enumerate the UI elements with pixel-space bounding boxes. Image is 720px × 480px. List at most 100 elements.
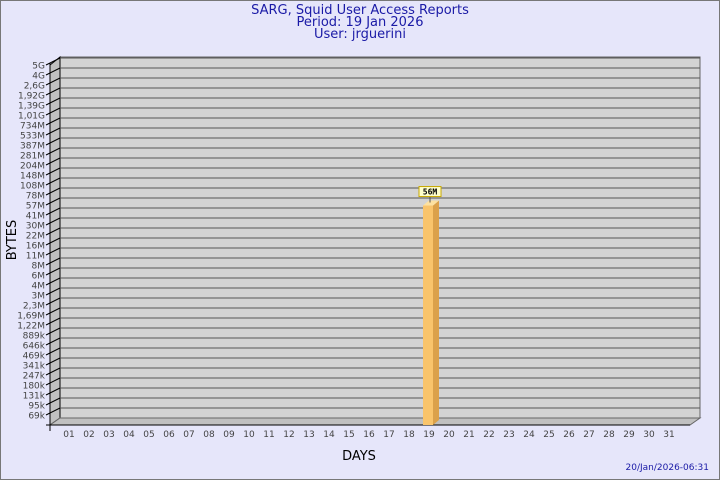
y-tick <box>45 107 61 116</box>
y-tick <box>45 67 61 76</box>
y-tick <box>45 177 61 186</box>
x-tick-label: 08 <box>203 430 215 440</box>
x-tick-label: 17 <box>383 430 394 440</box>
y-tick-label: 1,69M <box>17 312 45 322</box>
y-tick-label: 1,92G <box>18 92 45 102</box>
x-tick-label: 31 <box>663 430 674 440</box>
y-tick-label: 646k <box>23 342 46 352</box>
y-tick-label: 734M <box>20 122 45 132</box>
y-tick <box>45 307 61 316</box>
footer-timestamp: 20/Jan/2026-06:31 <box>626 463 709 473</box>
y-tick <box>45 327 61 336</box>
chart-user: User: jrguerini <box>314 27 406 42</box>
x-axis-label: DAYS <box>342 449 376 464</box>
chart-period: Period: 19 Jan 2026 <box>296 15 424 30</box>
y-tick <box>45 377 61 386</box>
y-tick-label: 387M <box>20 142 45 152</box>
y-tick <box>45 87 61 96</box>
y-tick <box>45 257 61 266</box>
x-tick-label: 09 <box>223 430 235 440</box>
y-tick-label: 95k <box>28 402 45 412</box>
x-tick-label: 30 <box>643 430 655 440</box>
x-tick-label: 03 <box>103 430 114 440</box>
y-tick-label: 131k <box>23 392 46 402</box>
y-tick-label: 78M <box>26 192 45 202</box>
y-tick-label: 3M <box>32 292 46 302</box>
y-tick-label: 11M <box>26 252 45 262</box>
y-tick-label: 5G <box>32 62 45 72</box>
y-tick <box>45 237 61 246</box>
y-tick <box>45 277 61 286</box>
y-tick <box>45 347 61 356</box>
x-tick-label: 21 <box>463 430 474 440</box>
chart-title: SARG, Squid User Access Reports <box>251 3 469 18</box>
y-tick <box>45 357 61 366</box>
y-tick-label: 469k <box>23 352 46 362</box>
x-tick-label: 07 <box>183 430 194 440</box>
x-tick-label: 12 <box>283 430 294 440</box>
y-tick <box>45 217 61 226</box>
y-tick-label: 247k <box>23 372 46 382</box>
x-tick-label: 11 <box>263 430 274 440</box>
y-tick <box>45 137 61 146</box>
bar-top <box>423 200 439 206</box>
y-tick <box>45 117 61 126</box>
y-tick <box>45 287 61 296</box>
y-tick-label: 341k <box>23 362 46 372</box>
y-tick <box>45 197 61 206</box>
y-tick <box>45 127 61 136</box>
x-tick-label: 25 <box>543 430 554 440</box>
x-tick-label: 29 <box>623 430 635 440</box>
x-tick-label: 01 <box>63 430 74 440</box>
x-tick-label: 27 <box>583 430 594 440</box>
y-tick-label: 204M <box>20 162 45 172</box>
y-tick <box>45 157 61 166</box>
y-tick-label: 22M <box>26 232 45 242</box>
x-tick-label: 16 <box>363 430 375 440</box>
y-tick-label: 2,3M <box>23 302 45 312</box>
x-tick-label: 18 <box>403 430 415 440</box>
x-tick-label: 22 <box>483 430 494 440</box>
y-tick-label: 1,01G <box>18 112 45 122</box>
y-tick <box>45 77 61 86</box>
x-tick-label: 10 <box>243 430 255 440</box>
y-tick-label: 69k <box>28 412 45 422</box>
y-tick-label: 8M <box>32 262 46 272</box>
y-tick <box>45 247 61 256</box>
y-tick-label: 2,6G <box>24 82 45 92</box>
bar-label-box <box>418 186 442 198</box>
y-tick-label: 4M <box>32 282 46 292</box>
y-tick <box>45 367 61 376</box>
x-tick-label: 28 <box>603 430 615 440</box>
x-tick-label: 05 <box>143 430 154 440</box>
y-tick-label: 4G <box>32 72 45 82</box>
y-tick-label: 41M <box>26 212 45 222</box>
x-tick-label: 15 <box>343 430 354 440</box>
x-tick-label: 13 <box>303 430 314 440</box>
x-tick-label: 24 <box>523 430 535 440</box>
x-tick-label: 19 <box>423 430 435 440</box>
y-tick-label: 1,39G <box>18 102 45 112</box>
y-tick <box>45 97 61 106</box>
y-tick-label: 30M <box>26 222 45 232</box>
x-tick-label: 26 <box>563 430 575 440</box>
x-tick-label: 02 <box>83 430 94 440</box>
y-tick <box>45 57 61 66</box>
y-tick <box>45 397 61 406</box>
y-tick <box>45 267 61 276</box>
y-tick <box>45 317 61 326</box>
y-axis-label: BYTES <box>5 220 20 261</box>
floor <box>48 417 702 426</box>
x-tick-label: 20 <box>443 430 455 440</box>
y-tick-label: 180k <box>23 382 46 392</box>
y-tick <box>45 207 61 216</box>
y-tick-label: 6M <box>32 272 46 282</box>
y-tick <box>45 407 61 416</box>
y-tick <box>45 147 61 156</box>
x-tick-label: 23 <box>503 430 514 440</box>
y-tick <box>45 297 61 306</box>
y-tick-label: 108M <box>20 182 45 192</box>
bar-value-label: 56M <box>423 188 438 197</box>
y-tick <box>45 337 61 346</box>
